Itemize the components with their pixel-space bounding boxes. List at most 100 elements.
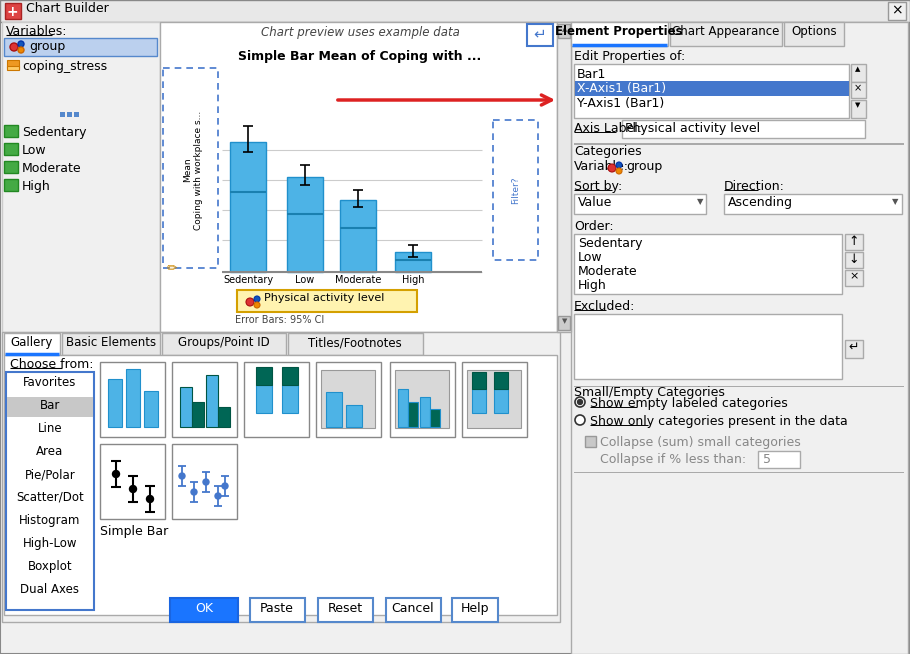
Text: ↵: ↵: [849, 341, 859, 354]
Bar: [558, 316, 570, 330]
Text: Moderate: Moderate: [335, 275, 381, 285]
Bar: [4, 333, 60, 355]
Circle shape: [18, 41, 24, 47]
Text: Ascending: Ascending: [728, 196, 793, 209]
Bar: [472, 389, 486, 413]
Bar: [4, 161, 18, 173]
Text: coping_stress: coping_stress: [22, 60, 107, 73]
Circle shape: [191, 489, 197, 495]
Bar: [126, 369, 140, 427]
Text: Low: Low: [578, 251, 602, 264]
Text: Variable:: Variable:: [574, 160, 629, 173]
Text: ▼: ▼: [697, 197, 703, 206]
Bar: [670, 22, 782, 46]
Bar: [7, 397, 93, 417]
Text: Low: Low: [22, 144, 46, 157]
Text: Groups/Point ID: Groups/Point ID: [178, 336, 270, 349]
Text: ▲: ▲: [562, 26, 568, 32]
Bar: [574, 314, 842, 379]
Text: Paste: Paste: [260, 602, 294, 615]
Text: Moderate: Moderate: [578, 265, 638, 278]
Text: 5: 5: [763, 453, 771, 466]
Text: Show only categories present in the data: Show only categories present in the data: [590, 415, 848, 428]
Text: OK: OK: [195, 602, 213, 615]
Text: Collapse if % less than:: Collapse if % less than:: [600, 453, 746, 466]
Bar: [60, 112, 65, 117]
Text: ×: ×: [891, 3, 903, 17]
Circle shape: [18, 47, 24, 53]
Circle shape: [254, 296, 260, 302]
Bar: [180, 387, 192, 427]
Text: ✏: ✏: [167, 262, 177, 275]
Bar: [218, 407, 230, 427]
Bar: [557, 22, 571, 332]
Bar: [256, 367, 272, 385]
Bar: [192, 402, 204, 427]
Text: +: +: [7, 5, 18, 19]
Bar: [494, 389, 508, 413]
Bar: [408, 402, 418, 427]
Bar: [395, 252, 431, 272]
Bar: [493, 120, 538, 260]
Bar: [888, 2, 906, 20]
Bar: [851, 64, 866, 82]
Bar: [574, 143, 904, 145]
Bar: [420, 397, 430, 427]
Text: Mean
Coping with workplace s...: Mean Coping with workplace s...: [183, 111, 203, 230]
Text: Y-Axis1 (Bar1): Y-Axis1 (Bar1): [577, 97, 664, 110]
Text: Reset: Reset: [328, 602, 362, 615]
Circle shape: [179, 473, 185, 479]
Text: Chart Appearance: Chart Appearance: [672, 25, 780, 38]
Bar: [163, 68, 218, 268]
Bar: [4, 38, 157, 56]
Bar: [7, 66, 19, 70]
Bar: [462, 362, 527, 437]
Bar: [574, 234, 842, 294]
Text: Moderate: Moderate: [22, 162, 82, 175]
Bar: [206, 375, 218, 427]
Bar: [250, 598, 305, 622]
Bar: [472, 372, 486, 389]
Text: Edit Properties of:: Edit Properties of:: [574, 50, 685, 63]
Text: ▲: ▲: [855, 66, 861, 72]
Bar: [845, 234, 863, 250]
Text: Options: Options: [791, 25, 837, 38]
Bar: [340, 200, 376, 272]
Bar: [62, 333, 160, 355]
Bar: [395, 370, 449, 428]
Bar: [575, 81, 849, 96]
Text: X-Axis1 (Bar1): X-Axis1 (Bar1): [577, 82, 666, 95]
Bar: [758, 451, 800, 468]
Bar: [321, 370, 375, 428]
Bar: [2, 22, 160, 332]
Text: Area: Area: [36, 445, 64, 458]
Text: High: High: [578, 279, 607, 292]
Bar: [2, 332, 560, 622]
Bar: [574, 386, 904, 387]
Text: ▼: ▼: [892, 197, 898, 206]
Circle shape: [616, 162, 622, 168]
Text: Choose from:: Choose from:: [10, 358, 94, 371]
Text: Direction:: Direction:: [724, 180, 784, 193]
Circle shape: [575, 415, 585, 425]
Circle shape: [222, 483, 228, 489]
Text: Error Bars: 95% CI: Error Bars: 95% CI: [236, 315, 325, 325]
Bar: [318, 598, 373, 622]
Bar: [574, 472, 904, 473]
Bar: [430, 409, 440, 427]
Text: Sedentary: Sedentary: [223, 275, 273, 285]
Circle shape: [113, 470, 119, 477]
Text: Simple Bar Mean of Coping with ...: Simple Bar Mean of Coping with ...: [238, 50, 481, 63]
Text: Variables:: Variables:: [6, 25, 67, 38]
Circle shape: [254, 302, 260, 308]
Bar: [574, 194, 706, 214]
Circle shape: [616, 168, 622, 174]
Bar: [494, 372, 508, 389]
Text: Gallery: Gallery: [11, 336, 53, 349]
Bar: [585, 436, 596, 447]
Bar: [851, 82, 866, 98]
Text: Bar1: Bar1: [577, 68, 606, 81]
Circle shape: [246, 298, 254, 306]
Text: Bar: Bar: [40, 399, 60, 412]
Bar: [244, 362, 309, 437]
